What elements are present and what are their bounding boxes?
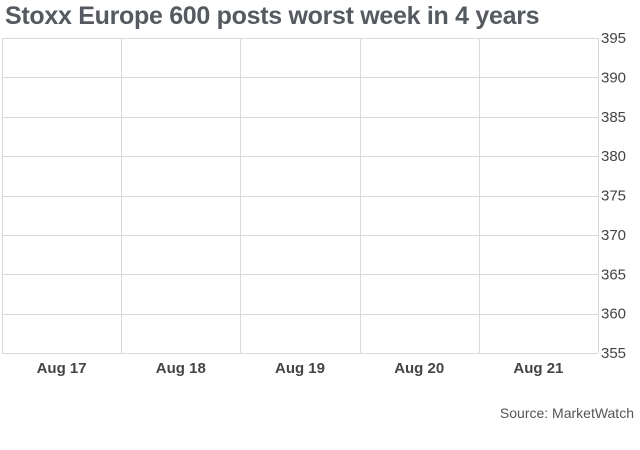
y-tick-label: 355 (601, 345, 626, 362)
y-axis-tick-labels: 395 390 385 380 375 370 365 360 355 (601, 30, 626, 362)
y-tick-label: 390 (601, 69, 626, 86)
horizontal-gridlines (2, 38, 598, 354)
vertical-gridlines (2, 38, 599, 353)
x-tick-label: Aug 17 (37, 360, 87, 377)
y-tick-label: 375 (601, 188, 626, 205)
x-tick-label: Aug 18 (156, 360, 206, 377)
y-tick-label: 395 (601, 30, 626, 47)
chart-title: Stoxx Europe 600 posts worst week in 4 y… (5, 2, 540, 30)
y-tick-label: 385 (601, 109, 626, 126)
y-tick-label: 370 (601, 227, 626, 244)
y-tick-label: 365 (601, 266, 626, 283)
y-tick-label: 380 (601, 148, 626, 165)
x-tick-label: Aug 21 (513, 360, 563, 377)
source-note: Source: MarketWatch (499, 405, 634, 421)
y-tick-label: 360 (601, 306, 626, 323)
x-axis-tick-labels: Aug 17 Aug 18 Aug 19 Aug 20 Aug 21 (37, 360, 564, 377)
x-tick-label: Aug 19 (275, 360, 325, 377)
x-tick-label: Aug 20 (394, 360, 444, 377)
